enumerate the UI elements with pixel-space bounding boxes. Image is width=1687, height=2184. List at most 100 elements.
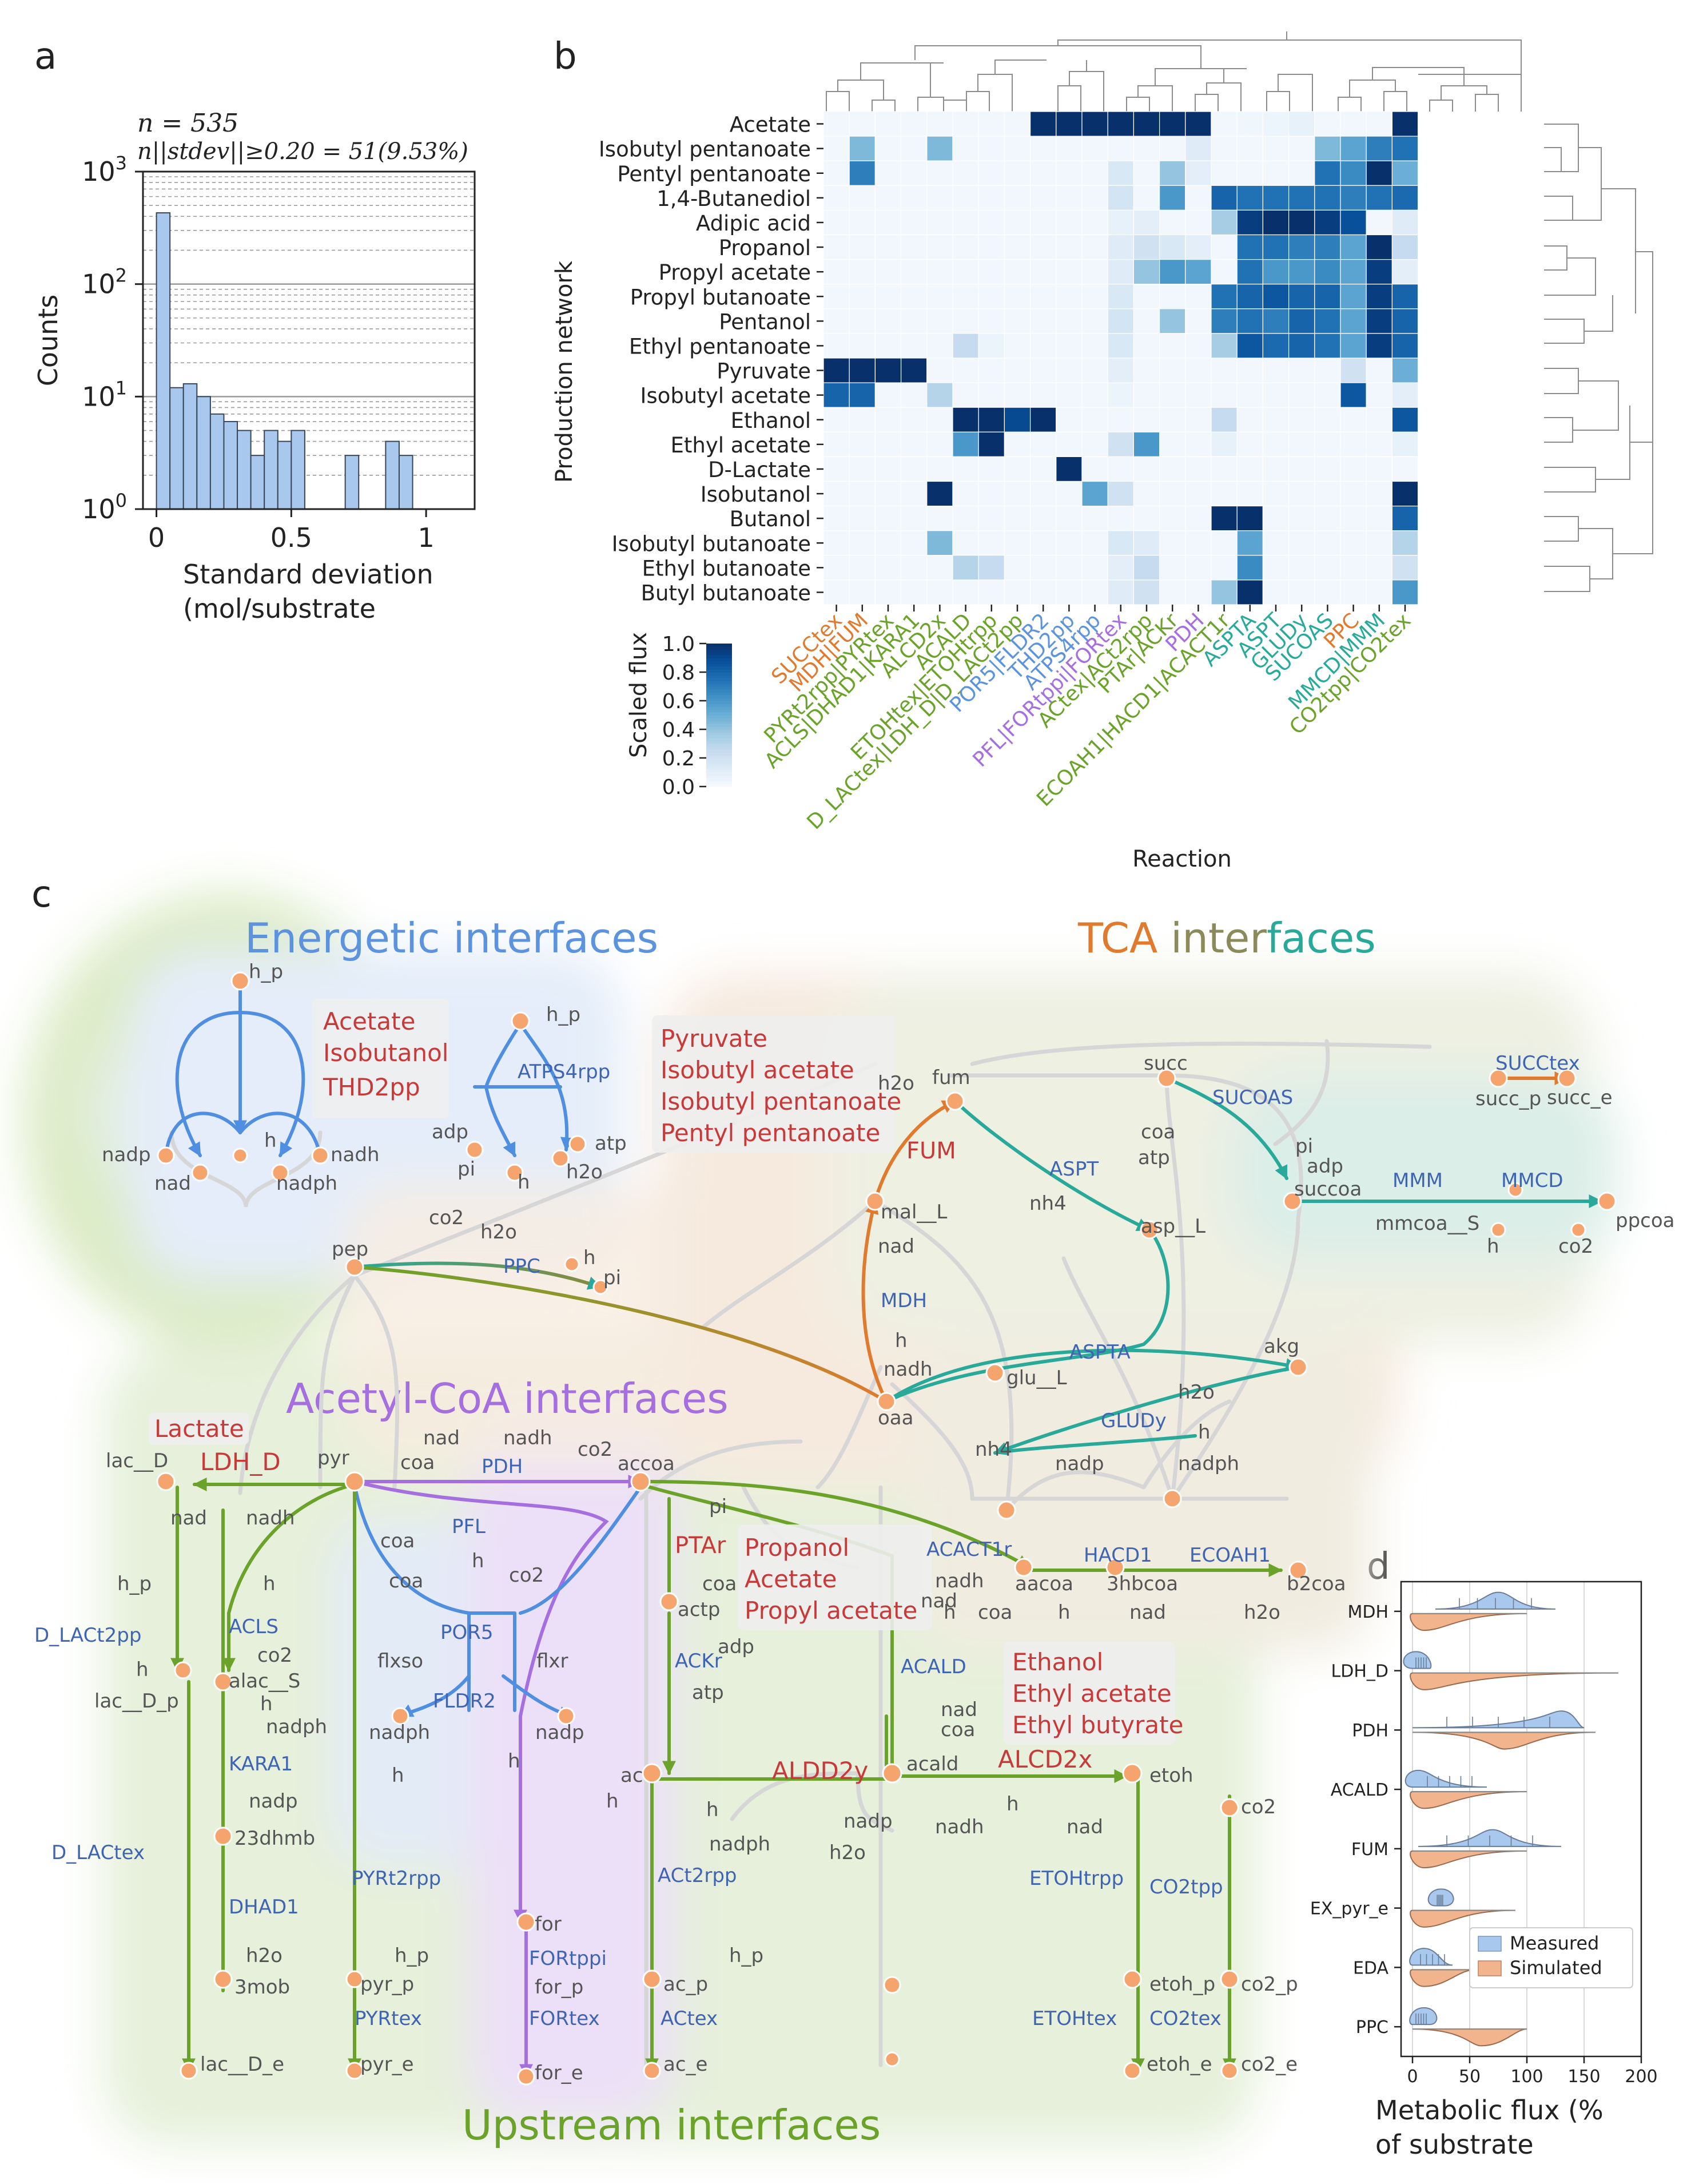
heatmap-cell (1029, 555, 1057, 581)
heatmap-cell (1391, 530, 1419, 556)
network-label: ALDD2y (772, 1757, 868, 1785)
histogram-y-tick-base: 10 (82, 156, 116, 187)
heatmap-cell (1340, 234, 1367, 260)
violin-category-label: ACALD (1331, 1780, 1388, 1800)
heatmap-cell (1340, 111, 1367, 137)
colorbar-segment (706, 658, 732, 661)
colorbar-segment (706, 661, 732, 664)
heatmap-colorbar: 0.0 0.2 0.4 0.6 0.8 1.0 (662, 633, 732, 799)
heatmap-cell (874, 555, 902, 581)
histogram-y-tick-base: 10 (82, 269, 116, 300)
violin-measured (1404, 1769, 1487, 1788)
heatmap-cell (900, 234, 928, 260)
heatmap-cell (849, 481, 876, 507)
heatmap-cell (1340, 259, 1367, 285)
network-label: CO2tex (1149, 2007, 1222, 2030)
colorbar-tick-label: 0.6 (662, 690, 695, 713)
heatmap-cell (1340, 456, 1367, 482)
histogram-y-tick-exponent: 3 (116, 152, 127, 174)
heatmap-cell (978, 579, 1005, 605)
product-box-tca: Pyruvate Isobutyl acetate Isobutyl penta… (652, 1015, 901, 1153)
heatmap-cell (1236, 136, 1263, 161)
colorbar-segment (706, 695, 732, 698)
network-label: for_e (535, 2062, 583, 2084)
network-label: nadph (276, 1172, 337, 1195)
colorbar-segment (706, 726, 732, 730)
heatmap-cell (1029, 333, 1057, 359)
heatmap-cell (1056, 209, 1083, 236)
product-box-ethanol: Ethanol Ethyl acetate Ethyl butyrate (1004, 1642, 1183, 1745)
network-label: ACLS (229, 1615, 278, 1638)
network-label: ASPT (1049, 1158, 1099, 1181)
histogram-grid (143, 176, 475, 476)
heatmap-cell (1366, 382, 1392, 408)
heatmap-cell (1340, 136, 1367, 161)
histogram-y-tick-exponent: 1 (116, 377, 127, 399)
heatmap-cell (1314, 308, 1341, 334)
heatmap-cell (900, 407, 928, 432)
heatmap-cell (1004, 456, 1031, 482)
heatmap-cell (952, 579, 979, 605)
product-label: Ethanol (1012, 1648, 1103, 1676)
heatmap-cell (1288, 136, 1315, 161)
heatmap-cell (1133, 259, 1160, 285)
violin-simulated (1410, 1909, 1516, 1928)
heatmap-row-label: Adipic acid (696, 211, 811, 236)
network-label: h (518, 1171, 530, 1194)
heatmap-cell (1314, 456, 1341, 482)
violin-simulated (1410, 1672, 1619, 1690)
heatmap-cell (823, 530, 850, 556)
network-label: h (508, 1750, 520, 1773)
heatmap-cell (849, 185, 876, 211)
heatmap-row-label: Ethyl butanoate (642, 556, 811, 581)
network-label: pi (709, 1495, 727, 1518)
heatmap-cell (1366, 111, 1392, 137)
heatmap-cell (1056, 579, 1083, 605)
heatmap-cell (1211, 259, 1238, 285)
heatmap-row-label: Isobutyl pentanoate (599, 137, 811, 162)
heatmap-cell (823, 382, 850, 408)
heatmap-cell (849, 358, 876, 383)
product-label: Isobutyl pentanoate (661, 1087, 901, 1115)
network-label: h_p (546, 1003, 580, 1026)
product-label: Propyl acetate (745, 1597, 917, 1625)
violin-category-label: EDA (1353, 1958, 1389, 1978)
network-label: nad (170, 1507, 207, 1530)
heatmap-cell (1081, 259, 1108, 285)
colorbar-segment (706, 678, 732, 681)
network-label: oaa (878, 1407, 913, 1429)
heatmap-cell (823, 481, 850, 507)
violin-simulated (1410, 1791, 1527, 1809)
colorbar-segment (706, 655, 732, 658)
heatmap-cell (900, 333, 928, 359)
heatmap-cell (926, 431, 953, 457)
violin-x-tick-label: 200 (1625, 2067, 1657, 2087)
heatmap-row-label: Butyl butanoate (641, 581, 811, 605)
heatmap-cell (1185, 579, 1212, 605)
heatmap-cell (1056, 456, 1083, 482)
heatmap-cell (1211, 160, 1238, 186)
heatmap-cell (926, 505, 953, 531)
heatmap-cell (926, 407, 953, 432)
heatmap-cell (1056, 136, 1083, 161)
heatmap-cell (1004, 308, 1031, 334)
network-label: ECOAH1 (1189, 1544, 1271, 1567)
network-label: co2 (1241, 1796, 1276, 1818)
heatmap-cell (1159, 579, 1186, 605)
heatmap-cell (1081, 209, 1108, 236)
group-title-tca-part-1: TCA (1077, 914, 1157, 962)
colorbar-segment (706, 784, 732, 787)
colorbar-segment (706, 692, 732, 696)
heatmap-cell (1314, 505, 1341, 531)
heatmap-cell (1004, 333, 1031, 359)
colorbar-segment (706, 729, 732, 733)
network-label: h_p (117, 1573, 152, 1595)
product-label: Pyruvate (661, 1025, 767, 1053)
histogram-y-tick-label: 100 (82, 490, 127, 525)
heatmap-cell (874, 382, 902, 408)
heatmap-cell (1133, 530, 1160, 556)
heatmap-cell (1029, 456, 1057, 482)
colorbar-segment (706, 769, 732, 773)
network-label: ppcoa (1616, 1209, 1675, 1232)
